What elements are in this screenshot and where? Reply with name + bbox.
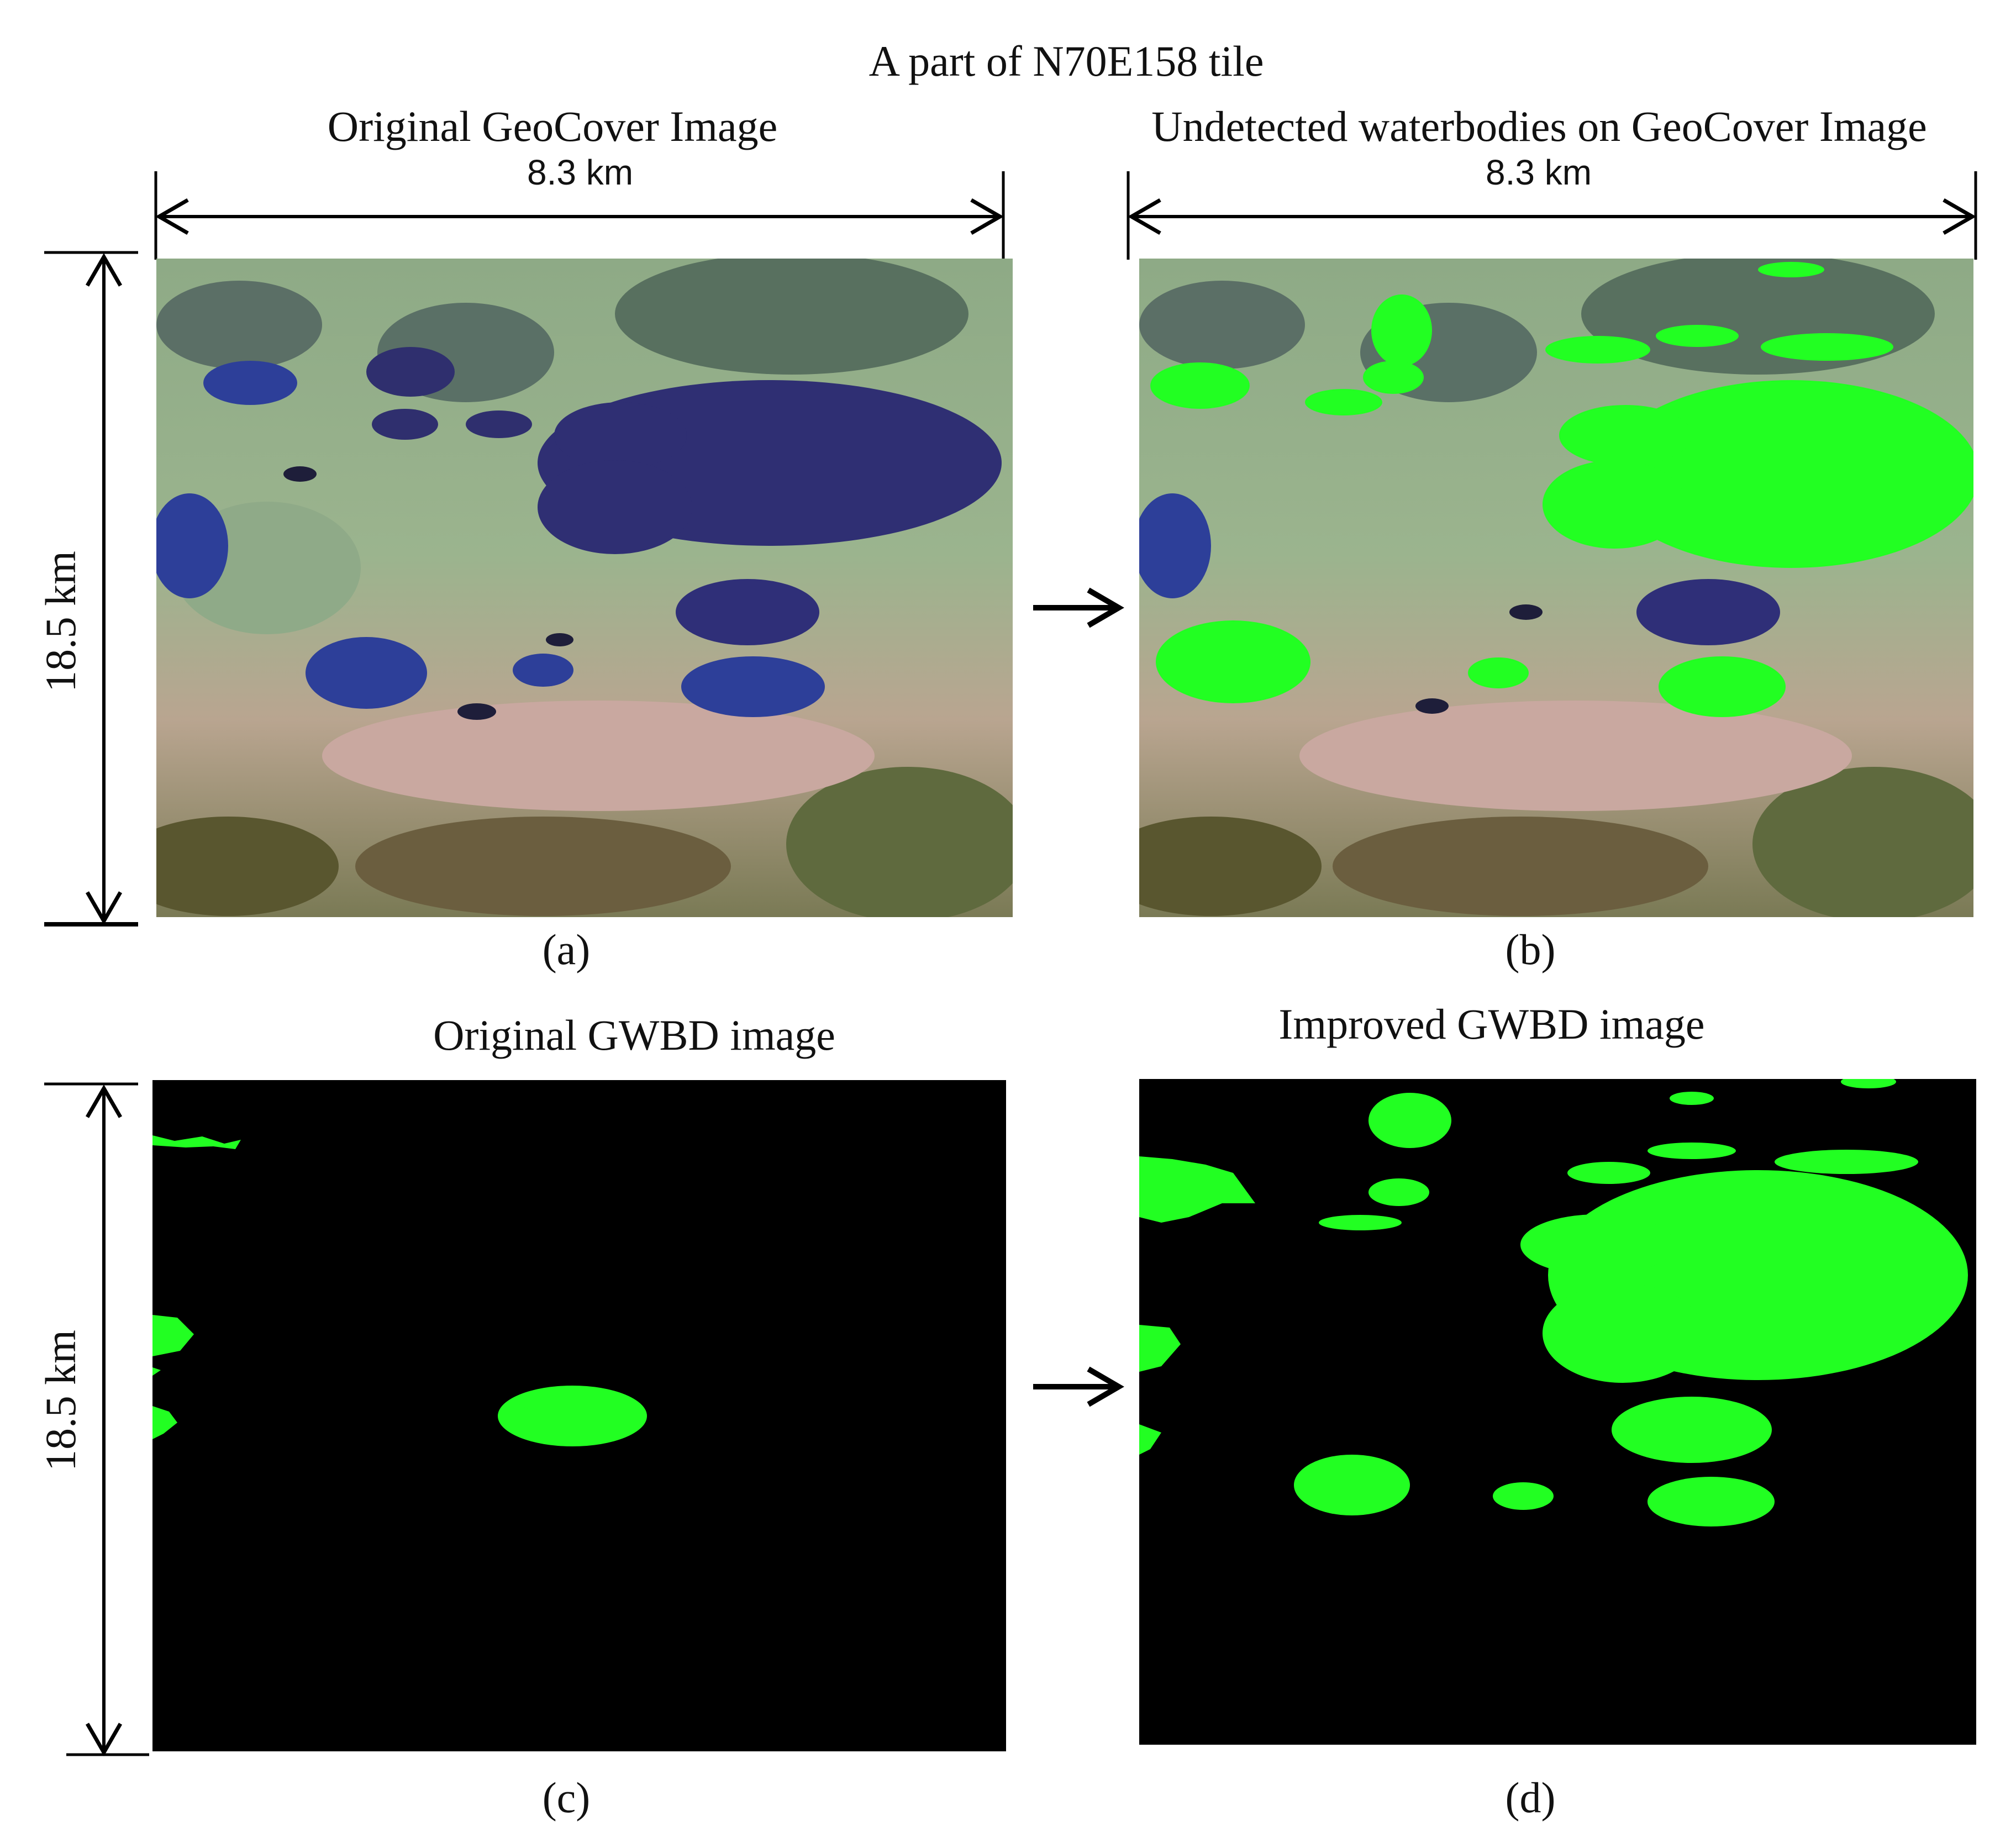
panel-a-caption: (a) <box>542 925 591 973</box>
panel-d-caption: (d) <box>1505 1773 1556 1822</box>
gwbd-image-original <box>152 1080 1006 1751</box>
panel-a-width-label: 8.3 km <box>527 152 634 192</box>
panel-b-width-label: 8.3 km <box>1485 152 1592 192</box>
panel-a-heading: Original GeoCover Image <box>327 102 778 150</box>
geocover-image-undetected <box>1139 259 1973 917</box>
figure-title: A part of N70E158 tile <box>868 37 1264 85</box>
arrow-right-icon <box>1033 1366 1124 1407</box>
double-arrow-horizontal-icon <box>154 171 1005 260</box>
panel-c-heading: Original GWBD image <box>433 1011 835 1059</box>
height-label-top: 18.5 km <box>36 551 85 692</box>
double-arrow-horizontal-icon <box>1127 171 1977 260</box>
panel-d-heading: Improved GWBD image <box>1278 1000 1705 1048</box>
panel-b-heading: Undetected waterbodies on GeoCover Image <box>1151 102 1927 150</box>
arrow-right-icon <box>1033 587 1124 628</box>
gwbd-image-improved <box>1139 1079 1976 1745</box>
height-label-bottom: 18.5 km <box>36 1330 85 1471</box>
panel-b-caption: (b) <box>1505 925 1556 973</box>
geocover-image-original <box>156 259 1013 917</box>
double-arrow-vertical-icon <box>44 1082 149 1757</box>
double-arrow-vertical-icon <box>44 251 138 926</box>
panel-c-caption: (c) <box>542 1773 591 1822</box>
